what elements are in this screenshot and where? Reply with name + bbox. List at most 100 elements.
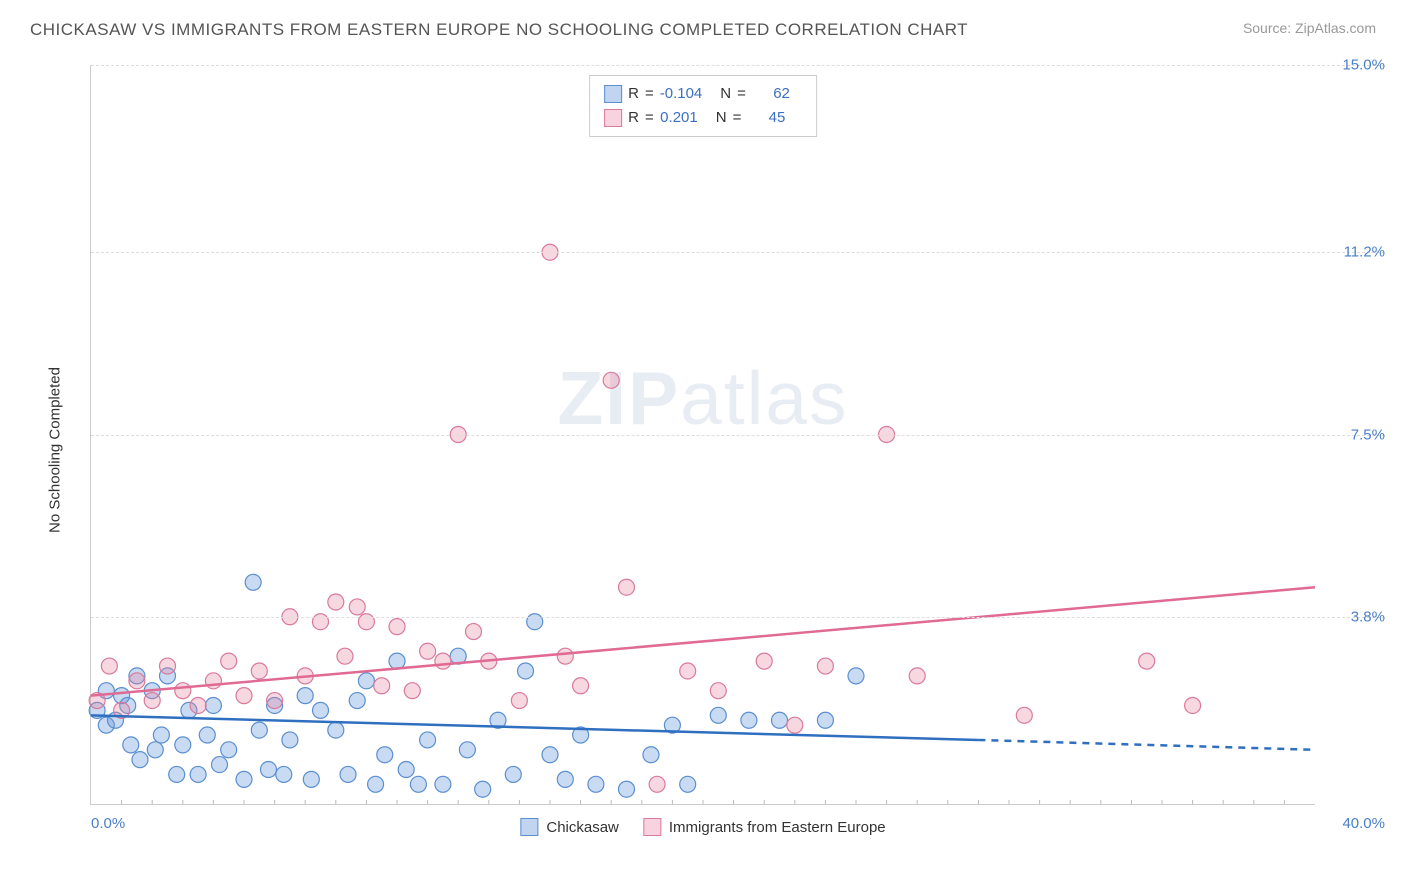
data-point [132, 752, 148, 768]
legend-label-1: Chickasaw [546, 819, 619, 836]
data-point [756, 653, 772, 669]
data-point [787, 717, 803, 733]
legend-item-2: Immigrants from Eastern Europe [643, 818, 886, 836]
y-tick-label: 15.0% [1325, 57, 1385, 74]
stats-legend-box: R= -0.104 N= 62 R= 0.201 N= 45 [589, 75, 817, 137]
data-point [404, 683, 420, 699]
data-point [518, 663, 534, 679]
r-value-2: 0.201 [660, 106, 710, 130]
data-point [374, 678, 390, 694]
data-point [772, 712, 788, 728]
data-point [848, 668, 864, 684]
data-point [680, 663, 696, 679]
plot-area: ZIPatlas R= -0.104 N= 62 R= 0.201 N= 45 … [90, 65, 1315, 805]
trend-line-extrapolated [978, 740, 1315, 750]
n-value-2: 45 [747, 106, 797, 130]
source-label: Source: ZipAtlas.com [1243, 20, 1376, 36]
data-point [475, 781, 491, 797]
y-tick-label: 11.2% [1325, 244, 1385, 261]
data-point [260, 762, 276, 778]
legend-label-2: Immigrants from Eastern Europe [669, 819, 886, 836]
data-point [205, 697, 221, 713]
data-point [909, 668, 925, 684]
data-point [459, 742, 475, 758]
data-point [144, 693, 160, 709]
data-point [101, 658, 117, 674]
data-point [1016, 707, 1032, 723]
data-point [251, 663, 267, 679]
data-point [340, 766, 356, 782]
data-point [505, 766, 521, 782]
data-point [389, 653, 405, 669]
data-point [603, 372, 619, 388]
data-point [160, 658, 176, 674]
data-point [349, 599, 365, 615]
stats-row-2: R= 0.201 N= 45 [604, 106, 802, 130]
chart-title: CHICKASAW VS IMMIGRANTS FROM EASTERN EUR… [30, 20, 968, 40]
data-point [123, 737, 139, 753]
y-axis-label: No Schooling Completed [47, 367, 64, 533]
data-point [557, 771, 573, 787]
data-point [267, 693, 283, 709]
data-point [129, 673, 145, 689]
data-point [199, 727, 215, 743]
x-tick-min: 0.0% [91, 815, 125, 832]
data-point [649, 776, 665, 792]
data-point [245, 574, 261, 590]
data-point [619, 781, 635, 797]
data-point [398, 762, 414, 778]
data-point [349, 693, 365, 709]
data-point [328, 722, 344, 738]
swatch-blue-icon [604, 85, 622, 103]
stats-row-1: R= -0.104 N= 62 [604, 82, 802, 106]
data-point [410, 776, 426, 792]
chart-container: No Schooling Completed ZIPatlas R= -0.10… [60, 55, 1390, 845]
data-point [337, 648, 353, 664]
data-point [236, 771, 252, 787]
data-point [190, 697, 206, 713]
data-point [1185, 697, 1201, 713]
data-point [619, 579, 635, 595]
swatch-blue-icon [520, 818, 538, 836]
data-point [466, 624, 482, 640]
data-point [420, 643, 436, 659]
data-point [1139, 653, 1155, 669]
data-point [710, 707, 726, 723]
data-point [420, 732, 436, 748]
data-point [297, 688, 313, 704]
data-point [710, 683, 726, 699]
swatch-pink-icon [604, 109, 622, 127]
data-point [557, 648, 573, 664]
data-point [276, 766, 292, 782]
data-point [358, 673, 374, 689]
legend-bottom: Chickasaw Immigrants from Eastern Europe [520, 818, 885, 836]
data-point [817, 658, 833, 674]
r-value-1: -0.104 [660, 82, 715, 106]
data-point [328, 594, 344, 610]
data-point [313, 702, 329, 718]
data-point [389, 619, 405, 635]
data-point [221, 742, 237, 758]
data-point [588, 776, 604, 792]
x-tick-max: 40.0% [1342, 815, 1385, 832]
data-point [175, 683, 191, 699]
data-point [147, 742, 163, 758]
data-point [542, 747, 558, 763]
trend-line [91, 715, 978, 740]
data-point [573, 678, 589, 694]
data-point [368, 776, 384, 792]
y-tick-label: 3.8% [1325, 608, 1385, 625]
trend-line [91, 587, 1315, 695]
data-point [511, 693, 527, 709]
data-point [741, 712, 757, 728]
data-point [377, 747, 393, 763]
data-point [817, 712, 833, 728]
legend-item-1: Chickasaw [520, 818, 619, 836]
data-point [190, 766, 206, 782]
data-point [236, 688, 252, 704]
data-point [303, 771, 319, 787]
data-point [153, 727, 169, 743]
n-value-1: 62 [752, 82, 802, 106]
data-point [643, 747, 659, 763]
swatch-pink-icon [643, 818, 661, 836]
